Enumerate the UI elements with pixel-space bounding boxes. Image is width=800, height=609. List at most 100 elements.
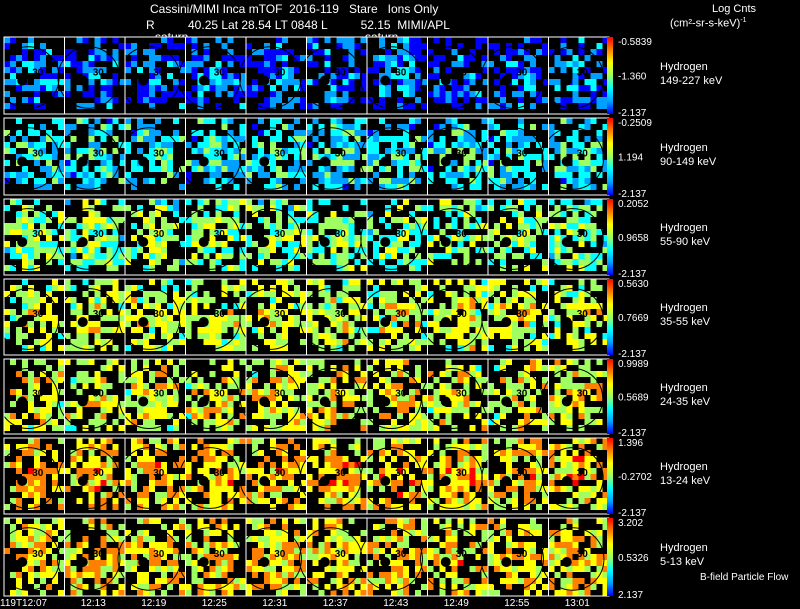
pixel [318, 291, 325, 297]
pixel [536, 279, 542, 285]
pixel [445, 247, 452, 253]
pixel [203, 217, 210, 223]
pixel [530, 327, 536, 333]
pixel [367, 223, 373, 229]
pixel [312, 327, 319, 333]
pixel [82, 383, 89, 389]
pixel [427, 142, 434, 148]
pixel [70, 49, 77, 55]
pixel [354, 450, 361, 456]
image-panel: 30 [481, 437, 549, 515]
pixel [52, 371, 58, 377]
pixel [94, 285, 101, 291]
pixel [70, 413, 77, 419]
pixel [34, 492, 40, 498]
pixel [463, 259, 470, 265]
pixel [451, 333, 458, 339]
pixel [252, 49, 258, 55]
pixel [330, 468, 337, 474]
pixel [215, 61, 222, 67]
pixel [143, 130, 149, 136]
pixel [348, 285, 355, 291]
pixel [270, 444, 276, 450]
pixel [106, 309, 113, 315]
pixel [88, 401, 95, 407]
pixel [415, 253, 421, 259]
pixel [494, 79, 500, 85]
pixel [191, 389, 198, 395]
pixel [155, 97, 161, 103]
colorbar-max: 0.5630 [618, 279, 649, 290]
pixel [88, 73, 95, 79]
pixel [46, 584, 52, 590]
pixel [100, 468, 107, 474]
pixel [360, 339, 367, 345]
pixel [46, 184, 52, 190]
pixel [112, 450, 119, 456]
pixel [64, 486, 71, 492]
ephemeris-line: R 40.25 Lat 28.54 LT 0848 L 52.15 MIMI/A… [146, 18, 450, 32]
pixel [137, 136, 143, 142]
pixel [475, 413, 482, 419]
pixel [221, 247, 228, 253]
pixel [560, 184, 567, 190]
pixel [137, 413, 143, 419]
pixel [584, 492, 591, 498]
pixel [318, 365, 325, 371]
pixel [524, 345, 530, 351]
pixel [348, 309, 355, 315]
pixel [306, 395, 313, 401]
pixel [451, 91, 458, 97]
saturn-marker [319, 476, 330, 486]
pixel [179, 43, 185, 49]
pixel [288, 584, 294, 590]
pixel [373, 241, 379, 247]
pixel [252, 85, 258, 91]
pixel [324, 309, 331, 315]
pixel [34, 142, 40, 148]
pixel [397, 160, 403, 166]
pixel [46, 536, 52, 542]
pixel [530, 486, 536, 492]
pixel [94, 199, 101, 205]
pixel [397, 371, 403, 377]
pixel [173, 235, 179, 241]
pixel [360, 456, 367, 462]
pixel [548, 67, 555, 73]
pixel [173, 554, 179, 560]
pixel [197, 85, 204, 91]
pixel [554, 97, 561, 103]
pixel [500, 205, 506, 211]
pixel [112, 235, 119, 241]
pixel [451, 130, 458, 136]
pixel [34, 572, 40, 578]
pixel [512, 291, 518, 297]
pixel [167, 480, 173, 486]
pixel [481, 67, 488, 73]
pixel [457, 327, 464, 333]
pixel [306, 61, 313, 67]
pixel [445, 504, 452, 510]
pixel [367, 136, 373, 142]
pixel [10, 79, 16, 85]
pixel [403, 247, 409, 253]
pixel [143, 265, 149, 271]
pixel [572, 303, 579, 309]
pixel [572, 79, 579, 85]
pixel [300, 566, 306, 572]
pixel [270, 345, 276, 351]
pixel [439, 383, 446, 389]
pixel [530, 321, 536, 327]
pixel [264, 67, 270, 73]
pixel [397, 401, 403, 407]
pixel [475, 456, 482, 462]
pixel [584, 67, 591, 73]
pixel [215, 333, 222, 339]
pixel [536, 160, 542, 166]
pixel [16, 542, 22, 548]
pixel [494, 154, 500, 160]
pixel [584, 365, 591, 371]
pixel [385, 498, 391, 504]
pixel [10, 297, 16, 303]
pixel [288, 265, 294, 271]
